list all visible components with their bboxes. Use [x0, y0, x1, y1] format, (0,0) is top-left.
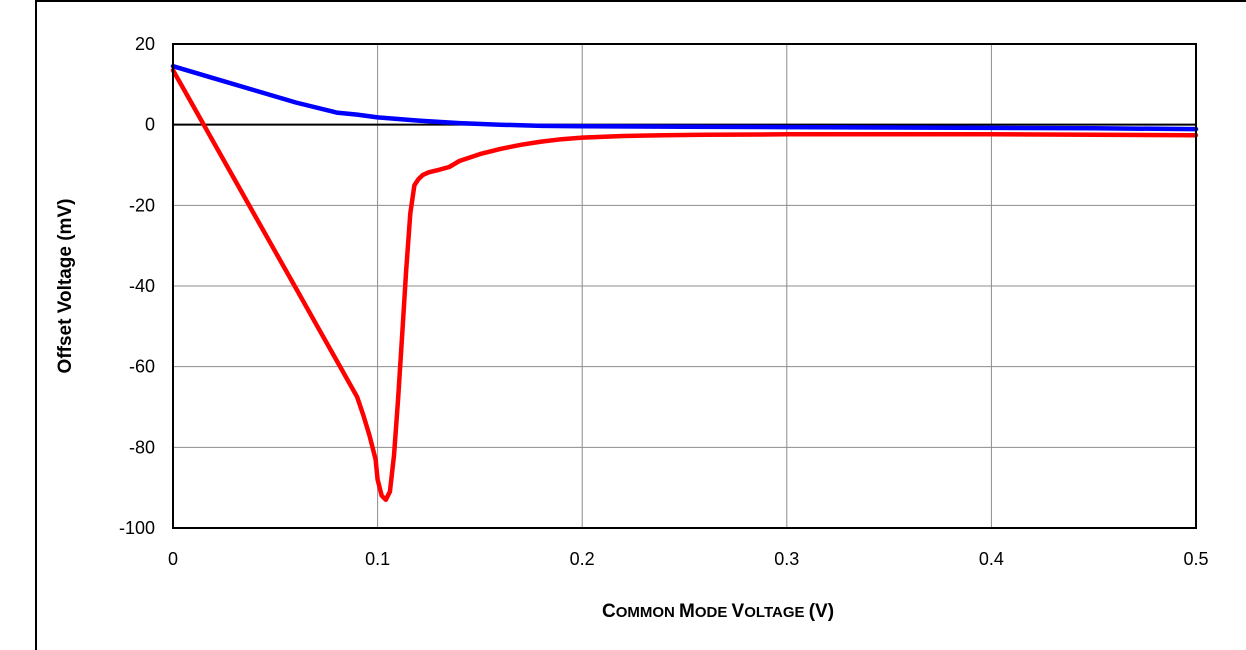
- y-axis-title: Offset Voltage (mV): [55, 199, 76, 374]
- y-tick-label-5: -80: [129, 437, 155, 457]
- x-tick-label-4: 0.4: [979, 549, 1004, 569]
- x-axis-title-part-0: C: [602, 601, 616, 622]
- y-tick-label-2: -20: [129, 195, 155, 215]
- series-layer: [170, 63, 1199, 503]
- x-axis-title-part-6: (V): [809, 601, 834, 622]
- y-tick-label-6: -100: [119, 518, 155, 538]
- grid-lines: [172, 43, 1197, 529]
- y-axis-tick-labels: 20 0 -20 -40 -60 -80 -100: [119, 34, 155, 538]
- x-tick-label-1: 0.1: [365, 549, 390, 569]
- series-line-1: [170, 63, 1199, 132]
- x-axis-title-part-2: M: [679, 601, 695, 622]
- x-tick-label-5: 0.5: [1183, 549, 1208, 569]
- y-tick-label-3: -40: [129, 276, 155, 296]
- series-line-0: [170, 67, 1199, 503]
- y-tick-label-4: -60: [129, 357, 155, 377]
- y-tick-label-1: 0: [145, 115, 155, 135]
- x-axis-title: COMMON MODE VOLTAGE (V): [602, 601, 834, 622]
- x-axis-title-part-4: V: [732, 601, 745, 622]
- x-axis-title-part-5: OLTAGE: [744, 604, 808, 621]
- x-axis-tick-labels: 0 0.1 0.2 0.3 0.4 0.5: [168, 549, 1209, 569]
- x-tick-label-2: 0.2: [570, 549, 595, 569]
- y-tick-label-0: 20: [135, 34, 155, 54]
- x-axis-title-part-3: ODE: [695, 604, 732, 621]
- x-axis-title-part-1: OMMON: [616, 604, 679, 621]
- x-tick-label-0: 0: [168, 549, 178, 569]
- plot-area-border: [172, 43, 1197, 529]
- x-tick-label-3: 0.3: [774, 549, 799, 569]
